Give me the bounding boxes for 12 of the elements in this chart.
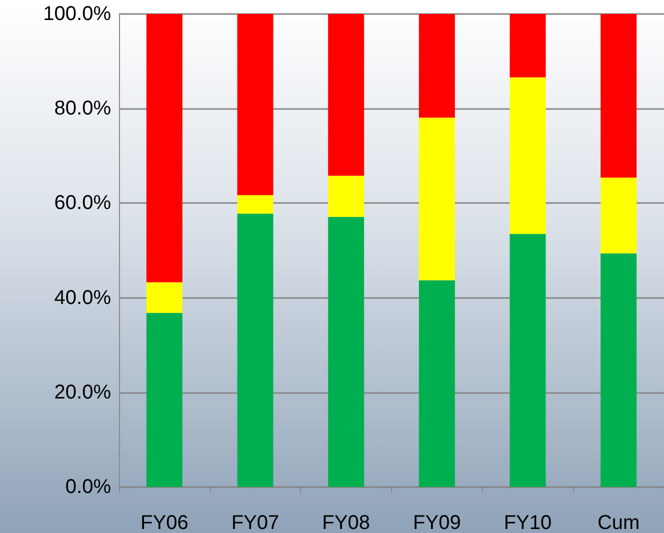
y-tick-label: 40.0%: [54, 286, 112, 309]
y-tick-label: 100.0%: [43, 3, 112, 25]
x-tick-label: FY08: [322, 512, 370, 533]
y-tick-label: 0.0%: [65, 476, 112, 498]
x-tick-label: FY06: [140, 512, 188, 533]
y-tick-label: 60.0%: [54, 192, 112, 214]
x-tick-label: Cum: [597, 512, 640, 533]
y-tick-label: 80.0%: [54, 98, 112, 120]
y-tick-label: 20.0%: [54, 381, 112, 404]
x-tick-label: FY09: [413, 512, 461, 533]
x-tick-label: FY10: [504, 512, 552, 533]
x-tick-label: FY07: [231, 512, 280, 533]
